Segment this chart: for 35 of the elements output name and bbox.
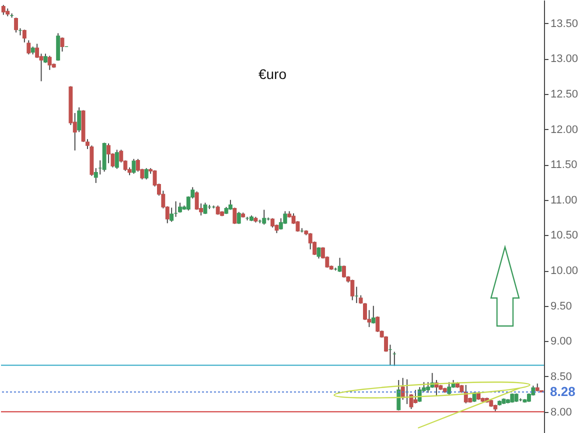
y-tick-label: 13.00 bbox=[550, 53, 578, 66]
candlestick bbox=[106, 142, 111, 164]
y-tick-label: 12.50 bbox=[550, 88, 578, 100]
candlestick bbox=[236, 211, 241, 224]
y-tick-label: 8.50 bbox=[550, 370, 572, 383]
annotation: €uro bbox=[258, 66, 287, 82]
candlestick bbox=[114, 149, 119, 170]
candlestick bbox=[48, 55, 52, 70]
candlestick bbox=[426, 382, 430, 394]
y-tick-label: 10.50 bbox=[550, 230, 578, 242]
candlestick bbox=[14, 17, 18, 33]
candlestick bbox=[170, 207, 174, 222]
y-tick-label: 9.00 bbox=[550, 336, 572, 348]
candlestick bbox=[26, 40, 31, 55]
candlestick bbox=[35, 43, 40, 58]
candlestick bbox=[413, 389, 418, 404]
y-tick-label: 12.00 bbox=[550, 124, 578, 136]
candlestick bbox=[396, 380, 401, 411]
candlestick bbox=[262, 209, 266, 226]
y-tick-label: 10.00 bbox=[550, 265, 578, 278]
candlestick bbox=[371, 305, 376, 324]
candlestick bbox=[60, 36, 64, 52]
y-tick-label: 13.50 bbox=[550, 18, 578, 30]
candlestick bbox=[447, 382, 452, 396]
candlestick bbox=[144, 168, 148, 180]
ref-line-label: 8.28 bbox=[550, 384, 576, 400]
candlestick bbox=[22, 29, 26, 43]
candlestick bbox=[1, 4, 6, 16]
y-tick-label: 9.50 bbox=[550, 300, 572, 312]
candlestick bbox=[350, 279, 354, 301]
y-tick-label: 8.00 bbox=[550, 406, 572, 418]
candlestick bbox=[132, 158, 136, 174]
candlestick bbox=[316, 246, 321, 260]
y-tick-label: 11.50 bbox=[550, 159, 578, 172]
y-tick-label: 11.00 bbox=[550, 194, 578, 206]
